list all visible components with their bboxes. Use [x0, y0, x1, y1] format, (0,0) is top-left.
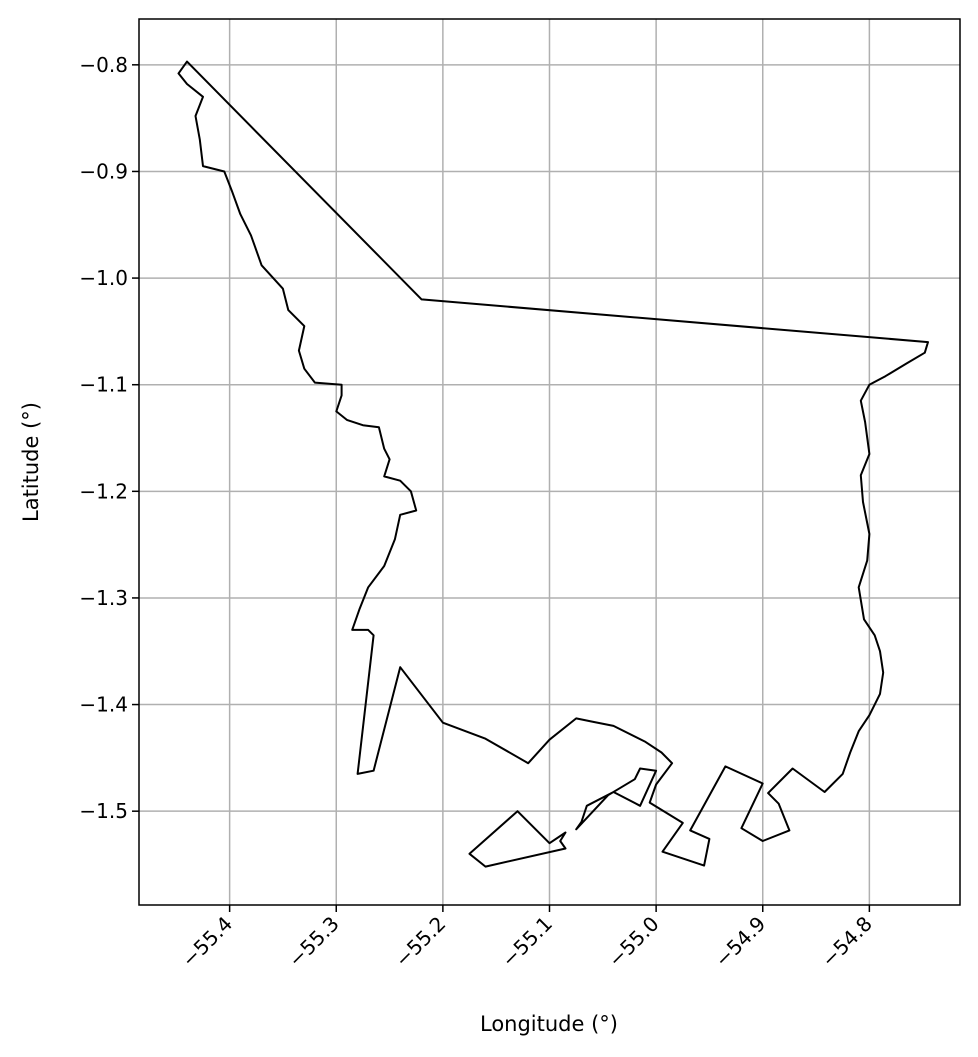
y-tick-label: −0.9: [79, 159, 128, 183]
x-tick-label: −55.4: [177, 912, 237, 972]
x-axis-label: Longitude (°): [480, 1012, 618, 1036]
x-tick-label: −54.9: [710, 912, 770, 972]
y-tick-label: −1.3: [79, 586, 128, 610]
y-tick-label: −1.5: [79, 799, 128, 823]
y-axis-label: Latitude (°): [19, 402, 43, 522]
x-tick-label: −55.0: [603, 912, 663, 972]
boundary-polygon: [575, 767, 658, 831]
x-tick-label: −55.3: [283, 912, 343, 972]
y-tick-label: −1.2: [79, 479, 128, 503]
x-axis-ticks: −55.4 −55.3 −55.2 −55.1 −55.0 −54.9 −54.8: [177, 905, 877, 972]
y-tick-label: −0.8: [79, 53, 128, 77]
x-tick-label: −55.1: [497, 912, 557, 972]
y-axis-ticks: −0.8 −0.9 −1.0 −1.1 −1.2 −1.3 −1.4 −1.5: [79, 53, 139, 823]
boundary-polygon: [177, 60, 929, 867]
boundary-polygon: [468, 810, 567, 868]
x-tick-label: −54.8: [817, 912, 877, 972]
y-tick-label: −1.0: [79, 266, 128, 290]
boundary-outline: [177, 60, 929, 868]
y-tick-label: −1.1: [79, 373, 128, 397]
gridlines: [139, 19, 960, 905]
x-tick-label: −55.2: [390, 912, 450, 972]
y-tick-label: −1.4: [79, 693, 128, 717]
